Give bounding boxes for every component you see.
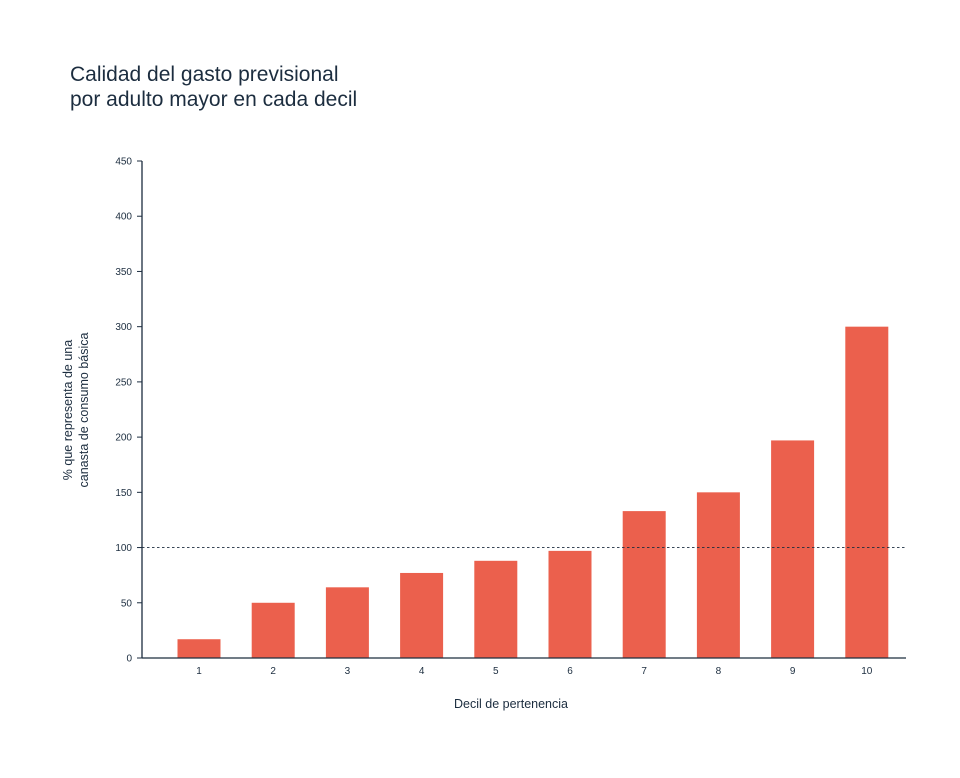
chart-title-line-1: Calidad del gasto previsional bbox=[70, 63, 339, 86]
bar-decil-7 bbox=[622, 511, 666, 658]
bar-decil-1 bbox=[177, 639, 221, 658]
bar-decil-5 bbox=[474, 560, 518, 658]
x-tick-label-9: 9 bbox=[790, 666, 796, 677]
y-tick-label-0: 0 bbox=[126, 654, 132, 665]
y-tick-label-200: 200 bbox=[115, 433, 132, 444]
x-tick-label-1: 1 bbox=[196, 666, 202, 677]
bar-decil-2 bbox=[251, 602, 295, 658]
y-tick-label-50: 50 bbox=[121, 598, 133, 609]
y-axis-label-line-1: % que representa de una bbox=[61, 340, 75, 480]
x-tick-label-3: 3 bbox=[345, 666, 351, 677]
y-tick-label-400: 400 bbox=[115, 212, 132, 223]
bar-decil-9 bbox=[771, 440, 815, 658]
chart-title-line-2: por adulto mayor en cada decil bbox=[70, 88, 358, 111]
x-tick-label-10: 10 bbox=[861, 666, 873, 677]
y-axis-label: % que representa de una canasta de consu… bbox=[61, 332, 91, 487]
x-tick-label-4: 4 bbox=[419, 666, 425, 677]
x-tick-label-8: 8 bbox=[716, 666, 722, 677]
x-ticks-group: 1 2 3 4 5 6 7 8 9 10 bbox=[196, 666, 873, 677]
bars-group bbox=[177, 326, 889, 658]
y-axis-label-line-2: canasta de consumo básica bbox=[77, 332, 91, 487]
y-tick-label-350: 350 bbox=[115, 267, 132, 278]
y-tick-label-250: 250 bbox=[115, 377, 132, 388]
x-axis-label: Decil de pertenencia bbox=[454, 697, 568, 711]
y-tick-label-150: 150 bbox=[115, 488, 132, 499]
x-tick-label-7: 7 bbox=[641, 666, 647, 677]
bar-decil-6 bbox=[548, 550, 592, 658]
x-tick-label-5: 5 bbox=[493, 666, 499, 677]
bar-decil-4 bbox=[400, 572, 444, 658]
y-tick-label-100: 100 bbox=[115, 543, 132, 554]
x-tick-label-6: 6 bbox=[567, 666, 573, 677]
y-tick-label-300: 300 bbox=[115, 322, 132, 333]
y-ticks-group: 0 50 100 150 200 250 300 350 400 450 bbox=[115, 157, 142, 665]
bar-decil-10 bbox=[845, 326, 889, 658]
bar-decil-8 bbox=[696, 492, 740, 658]
bar-decil-3 bbox=[325, 587, 369, 658]
y-tick-label-450: 450 bbox=[115, 157, 132, 168]
x-tick-label-2: 2 bbox=[270, 666, 276, 677]
chart-title: Calidad del gasto previsional por adulto… bbox=[70, 62, 357, 112]
